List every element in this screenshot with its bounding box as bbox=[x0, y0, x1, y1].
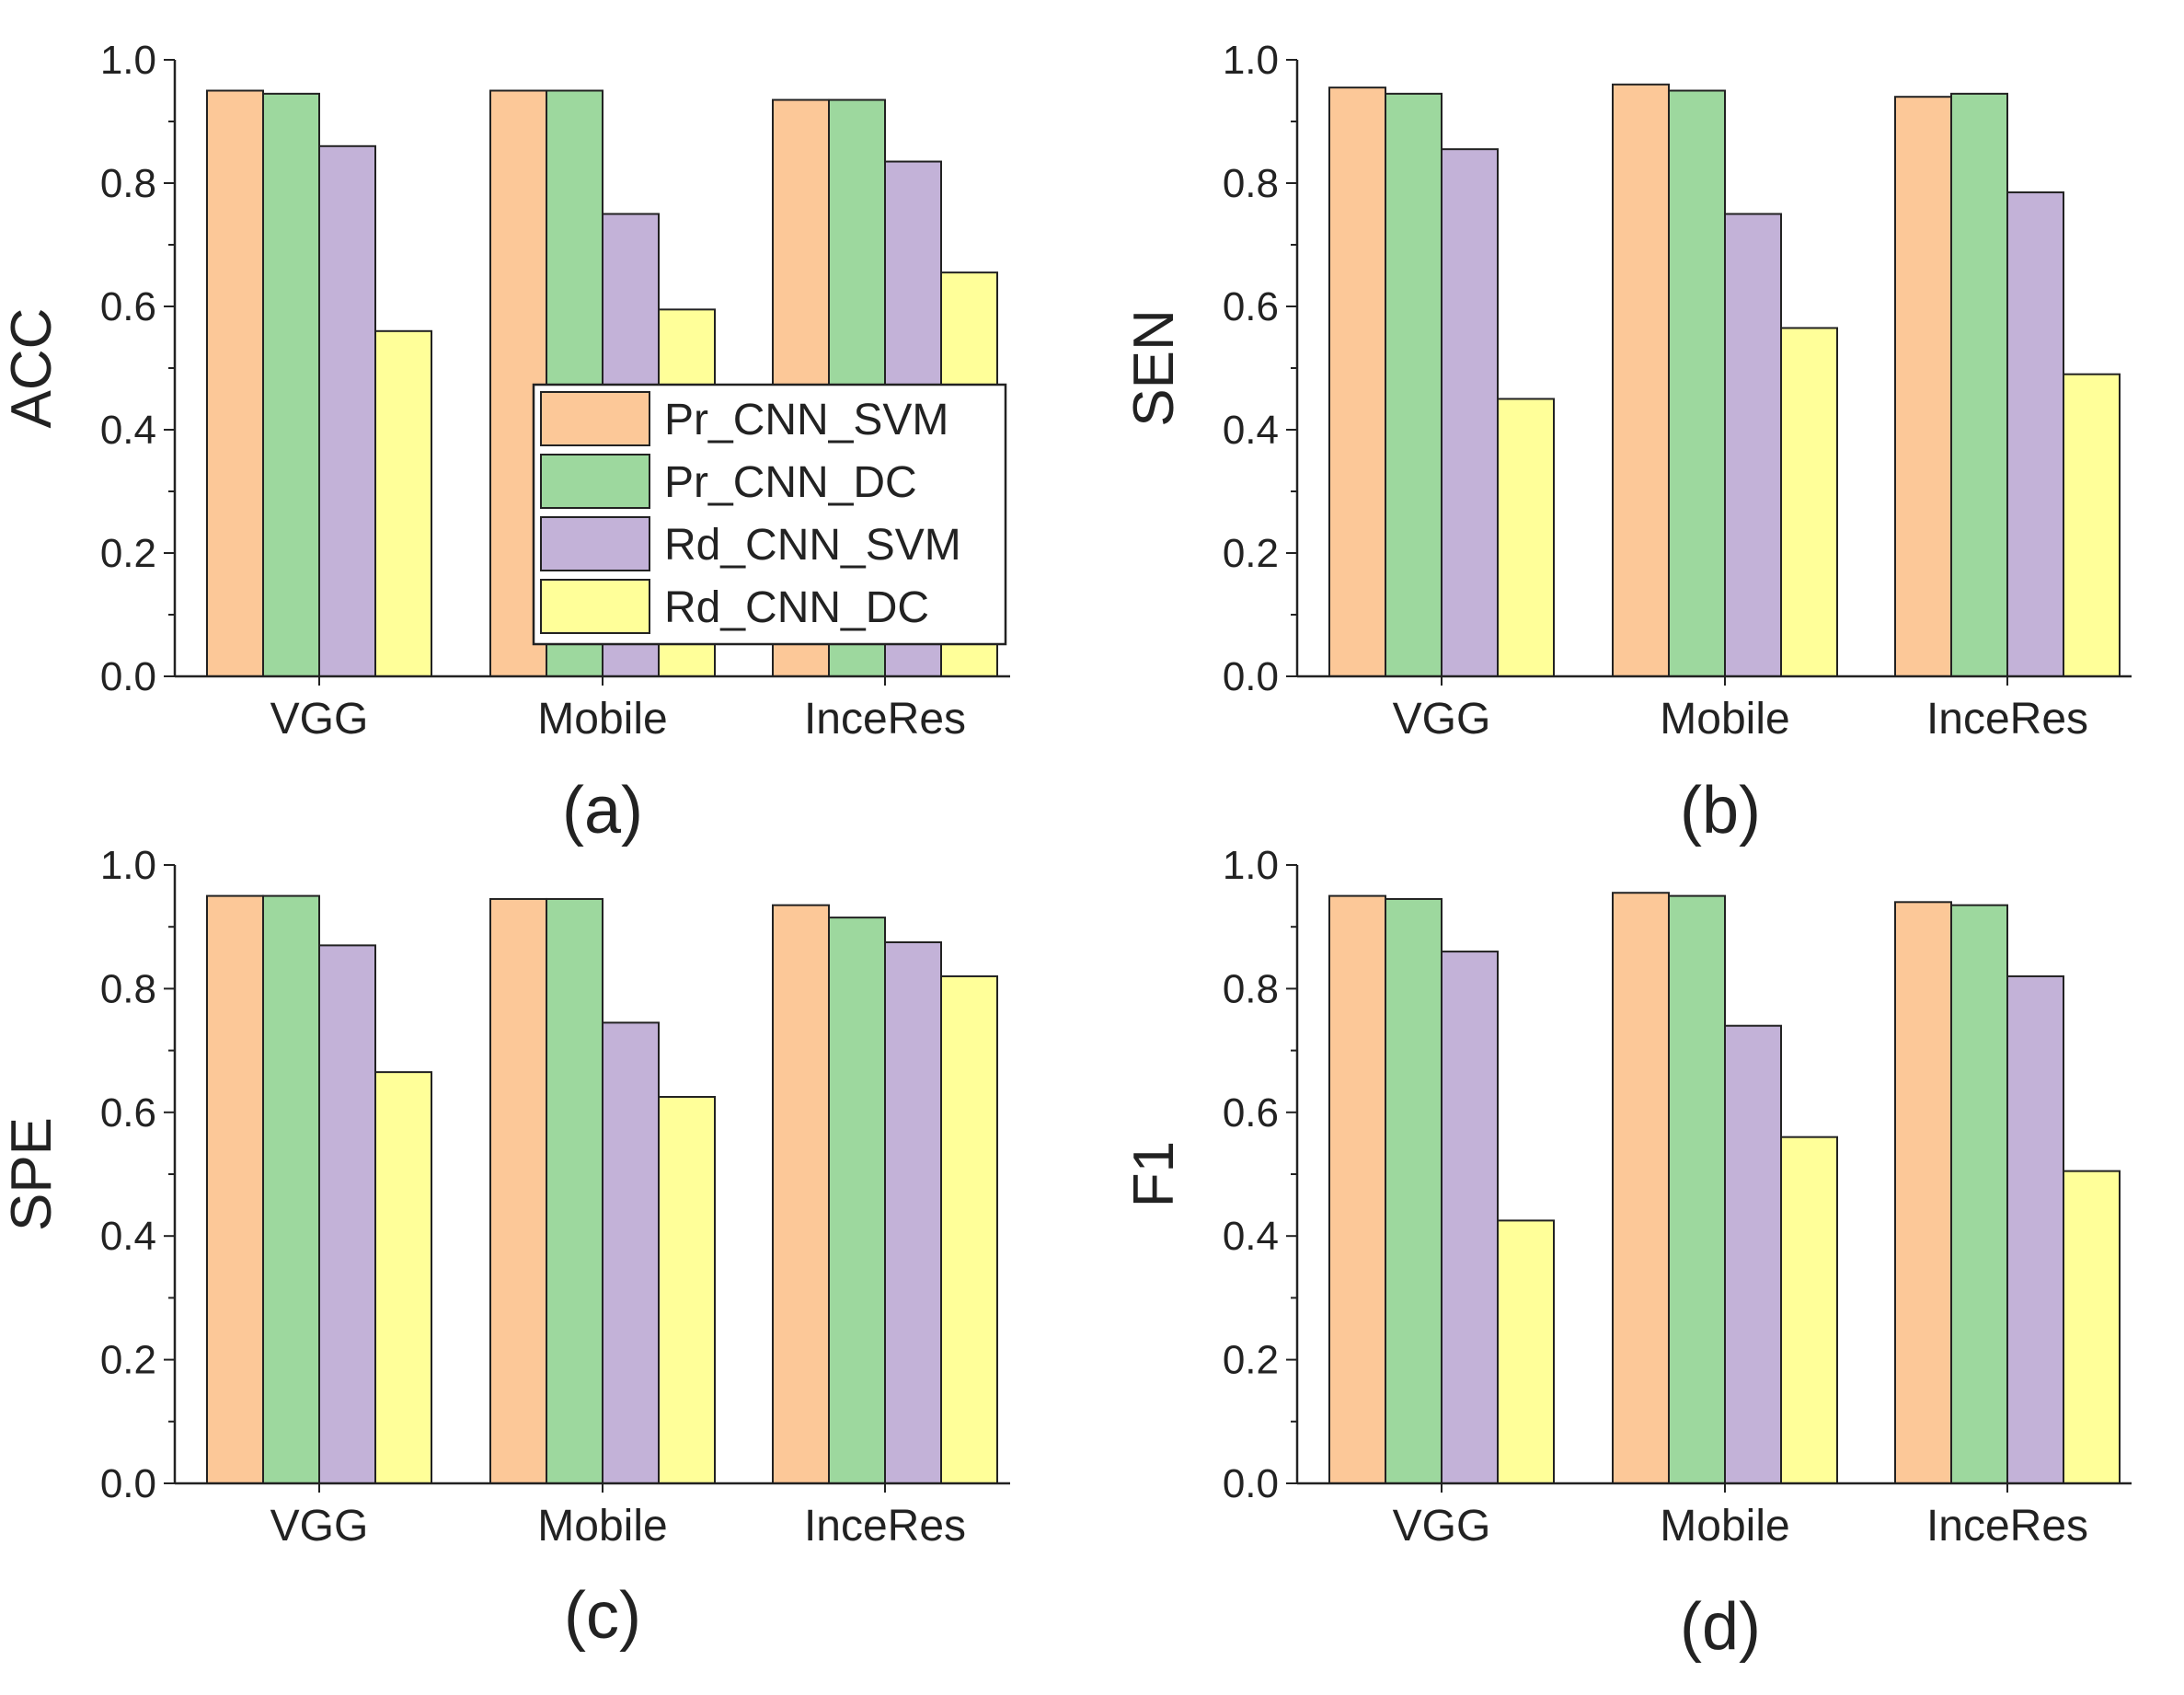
y-tick-label: 1.0 bbox=[1223, 843, 1279, 888]
bar-inceres-pr-cnn-dc bbox=[1950, 92, 2008, 678]
bar-mobile-pr-cnn-dc bbox=[1668, 89, 1726, 677]
bar-inceres-rd-cnn-svm bbox=[884, 941, 942, 1484]
bar-vgg-pr-cnn-dc bbox=[262, 92, 320, 678]
legend-entry: Rd_CNN_DC bbox=[664, 583, 929, 632]
legend-swatch bbox=[540, 391, 650, 446]
bar-vgg-rd-cnn-dc bbox=[1497, 1219, 1555, 1485]
bar-mobile-rd-cnn-dc bbox=[1780, 327, 1838, 677]
y-axis-title: F1 bbox=[1122, 1141, 1186, 1207]
x-tick-label: Mobile bbox=[1660, 695, 1789, 744]
bar-mobile-pr-cnn-svm bbox=[489, 897, 547, 1484]
y-tick-label: 1.0 bbox=[100, 38, 156, 83]
y-tick-label: 0.0 bbox=[100, 654, 156, 699]
bar-inceres-pr-cnn-dc bbox=[828, 917, 886, 1484]
legend-entry: Pr_CNN_DC bbox=[664, 458, 917, 507]
x-tick-label: VGG bbox=[270, 1502, 369, 1551]
y-tick-label: 0.2 bbox=[100, 531, 156, 576]
y-tick-label: 0.6 bbox=[1223, 1090, 1279, 1136]
legend-swatch bbox=[540, 516, 650, 571]
panel-label: (c) bbox=[564, 1579, 641, 1653]
y-tick-label: 0.0 bbox=[1223, 1461, 1279, 1506]
y-tick-label: 1.0 bbox=[100, 843, 156, 888]
legend-swatch bbox=[540, 454, 650, 509]
y-tick-label: 0.6 bbox=[1223, 284, 1279, 329]
bar-vgg-rd-cnn-svm bbox=[1441, 148, 1499, 677]
y-tick-label: 0.6 bbox=[100, 284, 156, 329]
y-tick-label: 0.0 bbox=[100, 1461, 156, 1506]
bar-inceres-pr-cnn-dc bbox=[1950, 904, 2008, 1484]
bar-vgg-pr-cnn-dc bbox=[1385, 92, 1443, 678]
panel-label: (d) bbox=[1680, 1590, 1761, 1664]
x-tick-label: Mobile bbox=[537, 695, 667, 744]
y-tick-label: 0.2 bbox=[1223, 1338, 1279, 1383]
bar-mobile-rd-cnn-dc bbox=[658, 1096, 716, 1484]
bar-inceres-rd-cnn-dc bbox=[2063, 1170, 2121, 1484]
y-axis-title: ACC bbox=[0, 308, 63, 429]
y-tick-label: 0.4 bbox=[100, 408, 156, 453]
bar-mobile-pr-cnn-svm bbox=[1612, 892, 1670, 1484]
bar-inceres-pr-cnn-svm bbox=[772, 904, 830, 1484]
chart-panel-1: VGG Mobile InceRes 0.0 0.2 0.4 0.6 0.8 1.0 ACC (a)… bbox=[0, 38, 1010, 848]
bar-vgg-rd-cnn-svm bbox=[318, 944, 376, 1484]
y-tick-label: 0.2 bbox=[1223, 531, 1279, 576]
bar-inceres-rd-cnn-dc bbox=[940, 974, 998, 1484]
x-tick-label: VGG bbox=[1393, 1502, 1491, 1551]
bar-vgg-rd-cnn-svm bbox=[318, 144, 376, 678]
y-axis-title: SEN bbox=[1122, 309, 1186, 426]
chart-panel-2: VGG Mobile InceRes 0.0 0.2 0.4 0.6 0.8 1.0 SEN (b) bbox=[1122, 38, 2132, 848]
bar-inceres-rd-cnn-svm bbox=[2006, 191, 2064, 678]
bar-mobile-pr-cnn-dc bbox=[1668, 894, 1726, 1484]
legend-entry: Rd_CNN_SVM bbox=[664, 521, 961, 570]
bar-vgg-rd-cnn-dc bbox=[1497, 398, 1555, 677]
y-axis-title: SPE bbox=[0, 1117, 63, 1231]
bar-mobile-pr-cnn-dc bbox=[546, 897, 603, 1484]
bar-vgg-pr-cnn-dc bbox=[1385, 897, 1443, 1484]
legend: Pr_CNN_SVM Pr_CNN_DC Rd_CNN_SVM Rd_CNN_DC bbox=[532, 383, 1007, 646]
bar-vgg-rd-cnn-dc bbox=[374, 1071, 432, 1484]
bar-mobile-rd-cnn-svm bbox=[602, 1021, 660, 1484]
bar-vgg-pr-cnn-svm bbox=[206, 894, 264, 1484]
y-tick-label: 0.8 bbox=[1223, 161, 1279, 206]
bar-mobile-pr-cnn-svm bbox=[1612, 83, 1670, 678]
x-tick-label: Mobile bbox=[537, 1502, 667, 1551]
panel-label: (b) bbox=[1680, 774, 1761, 848]
y-tick-label: 0.2 bbox=[100, 1338, 156, 1383]
bar-mobile-rd-cnn-dc bbox=[1780, 1136, 1838, 1485]
x-tick-label: InceRes bbox=[804, 695, 966, 744]
bar-mobile-rd-cnn-svm bbox=[1724, 1024, 1782, 1484]
y-tick-label: 0.4 bbox=[1223, 408, 1279, 453]
legend-entry: Pr_CNN_SVM bbox=[664, 396, 948, 444]
bar-inceres-rd-cnn-svm bbox=[2006, 974, 2064, 1484]
bar-inceres-pr-cnn-svm bbox=[1894, 901, 1952, 1484]
legend-swatch bbox=[540, 579, 650, 634]
bar-vgg-pr-cnn-dc bbox=[262, 894, 320, 1484]
x-tick-label: InceRes bbox=[804, 1502, 966, 1551]
chart-panel-3: VGG Mobile InceRes 0.0 0.2 0.4 0.6 0.8 1.0 SPE (c) bbox=[0, 843, 1010, 1653]
bar-mobile-rd-cnn-svm bbox=[1724, 213, 1782, 677]
bar-vgg-rd-cnn-svm bbox=[1441, 951, 1499, 1484]
x-tick-label: VGG bbox=[270, 695, 369, 744]
bar-vgg-pr-cnn-svm bbox=[1328, 86, 1386, 677]
y-tick-label: 1.0 bbox=[1223, 38, 1279, 83]
y-tick-label: 0.4 bbox=[1223, 1214, 1279, 1259]
x-tick-label: Mobile bbox=[1660, 1502, 1789, 1551]
x-tick-label: VGG bbox=[1393, 695, 1491, 744]
y-tick-label: 0.8 bbox=[100, 966, 156, 1011]
bar-vgg-rd-cnn-dc bbox=[374, 329, 432, 677]
y-tick-label: 0.6 bbox=[100, 1090, 156, 1136]
chart-panel-4: VGG Mobile InceRes 0.0 0.2 0.4 0.6 0.8 1.0 F1 (d) bbox=[1122, 843, 2132, 1664]
y-tick-label: 0.4 bbox=[100, 1214, 156, 1259]
y-tick-label: 0.8 bbox=[1223, 966, 1279, 1011]
bar-vgg-pr-cnn-svm bbox=[1328, 894, 1386, 1484]
bar-inceres-pr-cnn-svm bbox=[1894, 96, 1952, 677]
y-tick-label: 0.0 bbox=[1223, 654, 1279, 699]
bar-vgg-pr-cnn-svm bbox=[206, 89, 264, 677]
bar-inceres-rd-cnn-dc bbox=[2063, 373, 2121, 677]
y-tick-label: 0.8 bbox=[100, 161, 156, 206]
x-tick-label: InceRes bbox=[1926, 695, 2088, 744]
panel-label: (a) bbox=[562, 774, 643, 848]
x-tick-label: InceRes bbox=[1926, 1502, 2088, 1551]
